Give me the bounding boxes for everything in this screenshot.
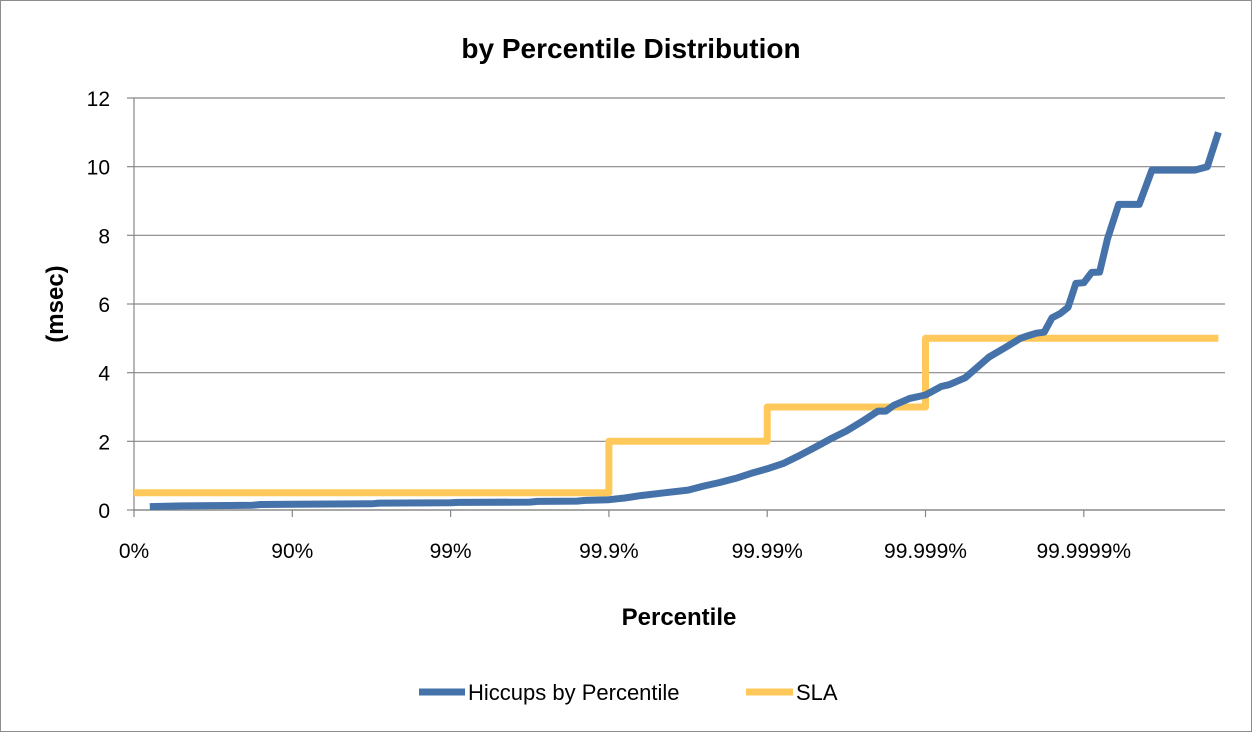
y-tick-label: 6 bbox=[98, 294, 110, 317]
x-axis-title: Percentile bbox=[622, 604, 737, 631]
x-tick-label: 90% bbox=[271, 540, 313, 563]
x-tick-label: 99.9% bbox=[579, 540, 639, 563]
chart-title: by Percentile Distribution bbox=[461, 33, 800, 64]
x-axis: 0% 90% 99% 99.9% 99.99% 99.999% 99.9999% bbox=[119, 509, 1225, 563]
y-tick-label: 8 bbox=[98, 225, 110, 248]
legend-label-sla: SLA bbox=[796, 680, 838, 705]
series-line-sla bbox=[134, 334, 1219, 497]
series-layer bbox=[134, 131, 1222, 511]
grid-lines bbox=[134, 97, 1225, 511]
y-tick-label: 2 bbox=[98, 431, 110, 454]
series-line-hiccups-by-percentile bbox=[149, 131, 1222, 511]
x-tick-label: 99.99% bbox=[732, 540, 803, 563]
y-tick-label: 12 bbox=[87, 88, 110, 111]
x-tick-label: 0% bbox=[119, 540, 149, 563]
y-tick-label: 4 bbox=[98, 363, 110, 386]
legend-label-hiccups-by-percentile: Hiccups by Percentile bbox=[468, 680, 680, 705]
y-axis: 0 2 4 6 8 10 12 bbox=[87, 88, 135, 523]
y-tick-label: 10 bbox=[87, 157, 110, 180]
y-tick-label: 0 bbox=[98, 500, 110, 523]
x-tick-label: 99% bbox=[430, 540, 472, 563]
x-tick-label: 99.9999% bbox=[1037, 540, 1132, 563]
x-tick-label: 99.999% bbox=[884, 540, 967, 563]
legend: Hiccups by Percentile SLA bbox=[419, 680, 838, 705]
y-axis-title: (msec) bbox=[42, 265, 69, 342]
